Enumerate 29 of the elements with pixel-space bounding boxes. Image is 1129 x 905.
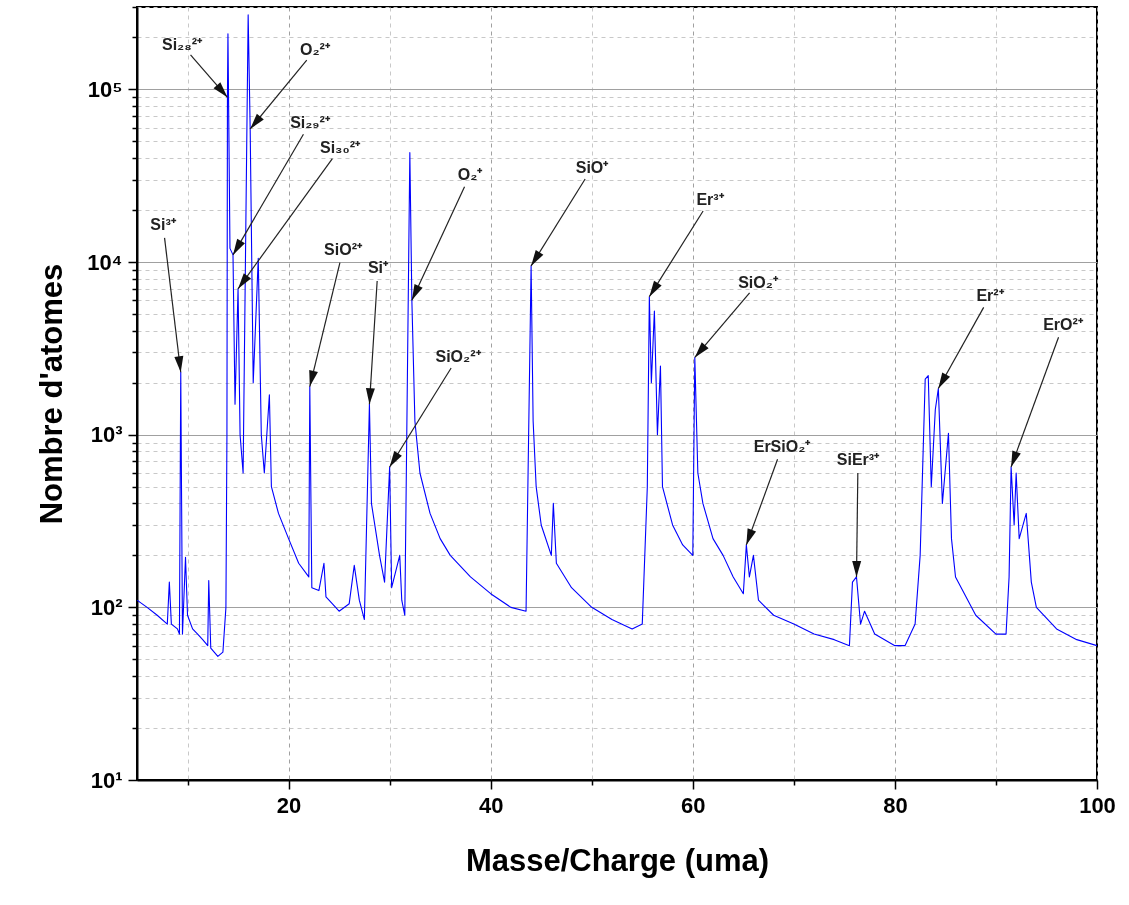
- y-tick-label: 10⁵: [87, 76, 123, 102]
- annotation: Si³⁺: [150, 216, 177, 233]
- annotation: O₂⁺: [457, 166, 484, 183]
- annotation: Er²⁺: [976, 287, 1005, 304]
- y-axis-title: Nombre d'atomes: [34, 263, 70, 525]
- annotation: Si₂₈²⁺: [161, 36, 204, 53]
- x-axis-title: Masse/Charge (uma): [465, 842, 770, 878]
- y-tick-label: 10³: [90, 422, 123, 448]
- annotation: Si⁺: [367, 259, 390, 276]
- x-tick-label: 60: [681, 792, 706, 818]
- annotation: SiO₂²⁺: [435, 348, 482, 365]
- annotation: SiEr³⁺: [836, 451, 881, 468]
- annotation: ErSiO₂⁺: [753, 438, 812, 455]
- annotation: Er³⁺: [696, 191, 725, 208]
- annotation: SiO²⁺: [324, 241, 363, 258]
- annotation: SiO₂⁺: [738, 274, 779, 291]
- annotation: Si₂₉²⁺: [290, 114, 331, 131]
- annotation: O₂²⁺: [300, 41, 331, 58]
- x-tick-label: 100: [1079, 792, 1116, 818]
- y-tick-label: 10¹: [90, 767, 123, 793]
- x-tick-label: 40: [478, 792, 504, 818]
- annotation: ErO²⁺: [1043, 316, 1084, 333]
- annotation: SiO⁺: [575, 159, 610, 176]
- x-tick-label: 80: [883, 792, 908, 818]
- annotation: Si₃₀²⁺: [319, 139, 362, 156]
- line-series: [137, 14, 1097, 657]
- y-tick-label: 10⁴: [87, 249, 123, 275]
- x-tick-label: 20: [276, 792, 302, 818]
- y-tick-label: 10²: [90, 594, 123, 620]
